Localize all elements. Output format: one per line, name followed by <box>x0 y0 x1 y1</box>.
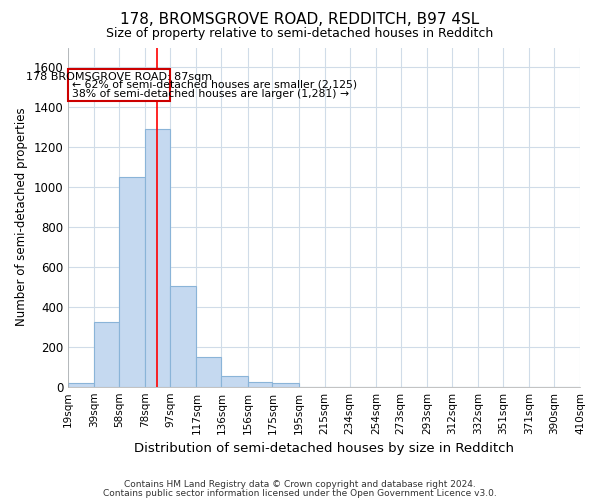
Text: 178 BROMSGROVE ROAD: 87sqm: 178 BROMSGROVE ROAD: 87sqm <box>26 72 212 82</box>
Bar <box>248 382 272 386</box>
Text: Size of property relative to semi-detached houses in Redditch: Size of property relative to semi-detach… <box>106 28 494 40</box>
Text: ← 62% of semi-detached houses are smaller (2,125): ← 62% of semi-detached houses are smalle… <box>72 80 357 90</box>
Bar <box>68 382 94 386</box>
Bar <box>68 70 170 102</box>
Bar <box>221 376 248 386</box>
X-axis label: Distribution of semi-detached houses by size in Redditch: Distribution of semi-detached houses by … <box>134 442 514 455</box>
Y-axis label: Number of semi-detached properties: Number of semi-detached properties <box>15 108 28 326</box>
Bar <box>272 382 299 386</box>
Text: Contains HM Land Registry data © Crown copyright and database right 2024.: Contains HM Land Registry data © Crown c… <box>124 480 476 489</box>
Bar <box>145 130 170 386</box>
Text: 178, BROMSGROVE ROAD, REDDITCH, B97 4SL: 178, BROMSGROVE ROAD, REDDITCH, B97 4SL <box>121 12 479 28</box>
Text: Contains public sector information licensed under the Open Government Licence v3: Contains public sector information licen… <box>103 489 497 498</box>
Text: 38% of semi-detached houses are larger (1,281) →: 38% of semi-detached houses are larger (… <box>72 89 349 99</box>
Bar <box>119 177 145 386</box>
Bar <box>170 286 196 386</box>
Bar <box>196 357 221 386</box>
Bar <box>94 322 119 386</box>
